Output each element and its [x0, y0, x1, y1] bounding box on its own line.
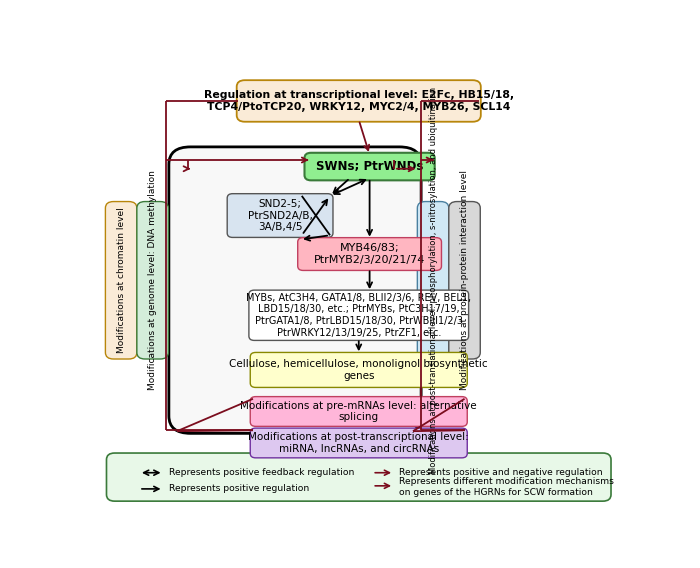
FancyBboxPatch shape [106, 453, 611, 501]
FancyBboxPatch shape [251, 352, 468, 387]
FancyBboxPatch shape [137, 202, 168, 359]
FancyBboxPatch shape [304, 153, 435, 181]
Text: Modifications at chromatin level: Modifications at chromatin level [117, 207, 125, 353]
FancyBboxPatch shape [298, 237, 442, 270]
Text: Represents different modification mechanisms
on genes of the HGRNs for SCW forma: Represents different modification mechan… [400, 478, 615, 497]
FancyBboxPatch shape [106, 202, 137, 359]
Text: Regulation at transcriptional level: E2Fc, HB15/18,
TCP4/PtoTCP20, WRKY12, MYC2/: Regulation at transcriptional level: E2F… [204, 90, 514, 112]
Text: SWNs; PtrWNDs: SWNs; PtrWNDs [316, 160, 424, 173]
FancyBboxPatch shape [228, 194, 333, 237]
Text: MYBs, AtC3H4, GATA1/8, BLII2/3/6, REV, BEL1,
LBD15/18/30, etc.; PtrMYBs, PtC3H17: MYBs, AtC3H4, GATA1/8, BLII2/3/6, REV, B… [246, 293, 471, 337]
Text: Represents positive and negative regulation: Represents positive and negative regulat… [400, 468, 603, 477]
Text: Modifications at protein-protein interaction level: Modifications at protein-protein interac… [460, 170, 469, 390]
Text: Cellulose, hemicellulose, monolignol biosynthetic
genes: Cellulose, hemicellulose, monolignol bio… [230, 359, 488, 381]
Text: Represents positive feedback regulation: Represents positive feedback regulation [169, 468, 354, 477]
Text: Represents positive regulation: Represents positive regulation [169, 485, 309, 494]
Text: Modifications at genome level: DNA methylation: Modifications at genome level: DNA methy… [148, 170, 157, 390]
Text: Modifications at post-transcriptional level:
miRNA, lncRNAs, and circRNAs: Modifications at post-transcriptional le… [248, 432, 469, 454]
FancyBboxPatch shape [251, 428, 468, 458]
FancyBboxPatch shape [251, 396, 468, 427]
FancyBboxPatch shape [249, 290, 468, 340]
FancyBboxPatch shape [237, 80, 481, 122]
FancyBboxPatch shape [449, 202, 480, 359]
Text: MYB46/83;
PtrMYB2/3/20/21/74: MYB46/83; PtrMYB2/3/20/21/74 [314, 243, 426, 265]
FancyBboxPatch shape [417, 202, 449, 359]
Text: SND2-5;
PtrSND2A/B,
3A/B,4/5: SND2-5; PtrSND2A/B, 3A/B,4/5 [248, 199, 312, 232]
Text: Modifications at pre-mRNAs level: alternative
splicing: Modifications at pre-mRNAs level: altern… [240, 400, 477, 422]
Text: Modifications at post-translational level: phosphorylation, s-nitrosylation, and: Modifications at post-translational leve… [428, 87, 438, 474]
FancyBboxPatch shape [169, 147, 421, 433]
